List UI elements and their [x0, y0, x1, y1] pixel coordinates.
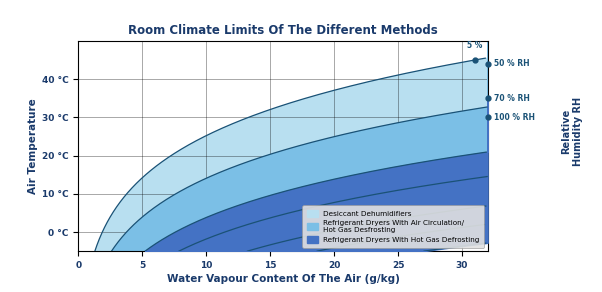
Text: 100 % RH: 100 % RH	[494, 113, 535, 122]
Text: 5 %: 5 %	[467, 41, 482, 51]
Text: 70 % RH: 70 % RH	[494, 94, 530, 103]
Text: Relative
Humidity RH: Relative Humidity RH	[561, 97, 583, 166]
X-axis label: Water Vapour Content Of The Air (g/kg): Water Vapour Content Of The Air (g/kg)	[167, 274, 399, 284]
Text: 50 % RH: 50 % RH	[494, 59, 530, 68]
Title: Room Climate Limits Of The Different Methods: Room Climate Limits Of The Different Met…	[128, 24, 438, 37]
Y-axis label: Air Temperature: Air Temperature	[28, 98, 37, 194]
Legend: Desiccant Dehumidifiers, Refrigerant Dryers With Air Circulation/
Hot Gas Desfro: Desiccant Dehumidifiers, Refrigerant Dry…	[302, 205, 484, 248]
